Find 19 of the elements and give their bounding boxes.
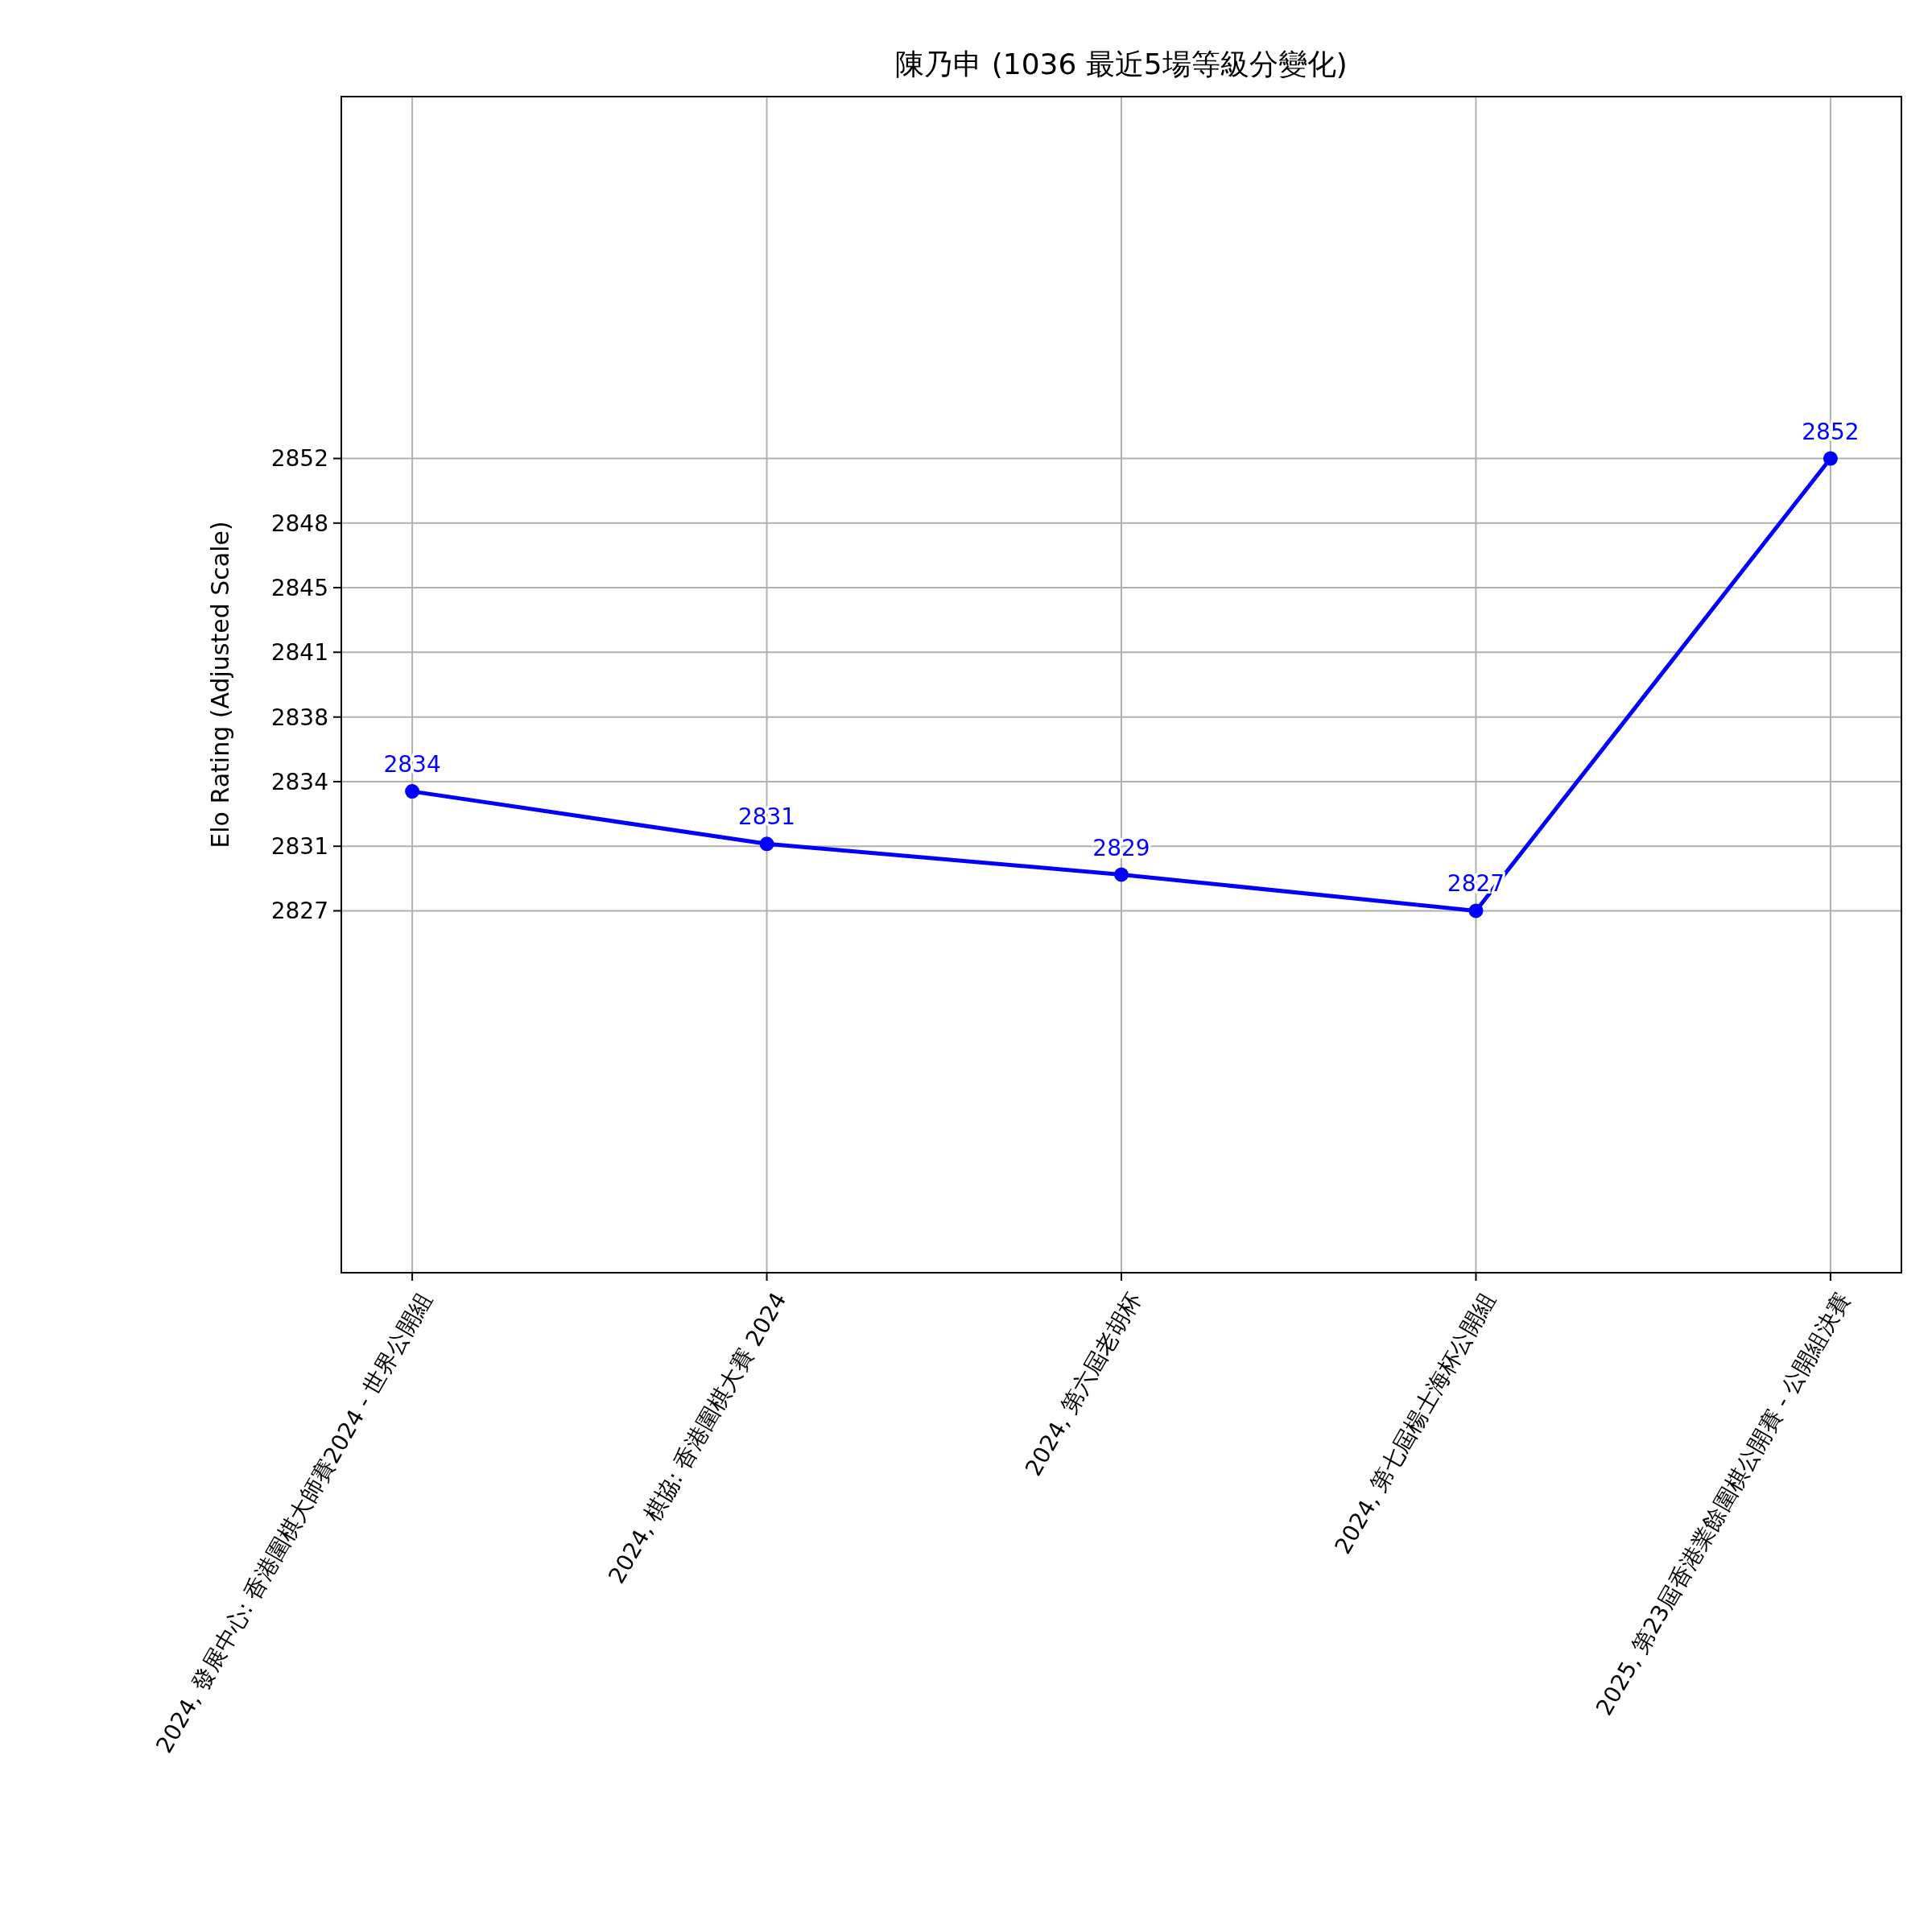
data-label: 2831 [737, 803, 796, 831]
y-tick-label: 2845 [270, 574, 328, 601]
data-label: 2834 [383, 751, 441, 778]
y-tick-label: 2838 [270, 704, 328, 731]
y-tick-label: 2834 [270, 768, 328, 795]
point [1114, 867, 1129, 882]
y-tick-label: 2827 [270, 898, 328, 925]
y-tick-label: 2831 [270, 833, 328, 861]
point [1468, 903, 1484, 919]
y-axis-title: Elo Rating (Adjusted Scale) [206, 521, 234, 848]
data-label: 2852 [1802, 418, 1860, 445]
chart-title: 陳乃申 (1036 最近5場等級分變化) [895, 47, 1348, 80]
y-tick-label: 2841 [270, 639, 328, 667]
point [759, 836, 774, 852]
y-tick-label: 2852 [270, 445, 328, 473]
data-label: 2829 [1092, 834, 1150, 861]
point [405, 784, 420, 799]
point [1823, 451, 1838, 466]
y-tick-label: 2848 [270, 510, 328, 537]
